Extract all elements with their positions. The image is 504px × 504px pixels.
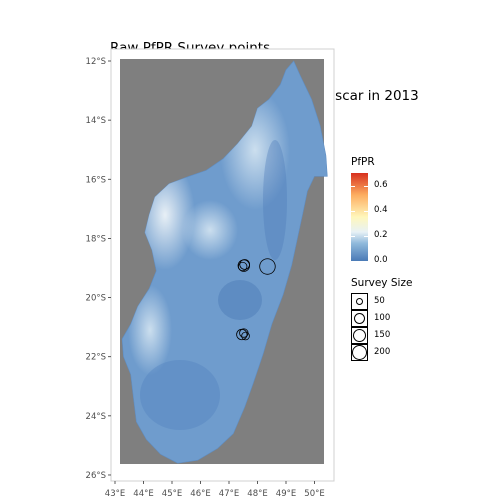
size-legend-key: [351, 344, 368, 361]
size-legend-title: Survey Size: [351, 277, 413, 289]
y-axis: 12°S 14°S 16°S 18°S 20°S 22°S 24°S 26°S: [86, 57, 111, 481]
y-tick-label: 16°S: [86, 175, 106, 185]
x-tick-label: 43°E: [105, 489, 125, 499]
y-tick-label: 12°S: [86, 57, 106, 67]
y-tick-label: 26°S: [86, 471, 106, 481]
size-legend-circle: [352, 328, 367, 343]
central-dark-band: [218, 280, 262, 320]
size-legend-key: [351, 310, 368, 327]
x-tick-label: 49°E: [276, 489, 296, 499]
color-tick-mark: [364, 210, 368, 212]
x-tick-label: 47°E: [219, 489, 239, 499]
x-tick-label: 45°E: [162, 489, 182, 499]
survey-points: [236, 258, 276, 341]
survey-point: [241, 331, 250, 341]
south-dark-area: [140, 360, 220, 430]
color-tick-label: 0.2: [374, 229, 388, 240]
color-tick-label: 0.0: [374, 255, 388, 265]
legend: PfPR 0.0 0.2 0.4 0.6 Survey Size 50 100 150 20…: [351, 156, 491, 361]
color-tick-mark: [351, 261, 355, 262]
size-legend-circle: [351, 344, 368, 361]
size-legend-circle: [354, 313, 365, 324]
size-legend-row: 150: [351, 327, 491, 344]
color-tick-mark: [351, 235, 355, 237]
x-tick-label: 46°E: [190, 489, 210, 499]
color-tick-mark: [364, 185, 368, 187]
x-tick-label: 50°E: [304, 489, 324, 499]
size-legend-label: 200: [374, 347, 391, 357]
y-tick-label: 20°S: [86, 294, 106, 304]
color-tick-label: 0.6: [374, 179, 388, 190]
survey-point: [238, 261, 248, 272]
size-legend-key: [351, 293, 368, 310]
y-tick-label: 14°S: [86, 116, 106, 126]
color-tick-mark: [351, 210, 355, 212]
x-tick-label: 48°E: [247, 489, 267, 499]
survey-point: [236, 328, 248, 341]
color-tick-mark: [364, 261, 368, 262]
size-legend-label: 150: [374, 330, 391, 340]
southwest-light-patch: [128, 285, 172, 375]
y-tick-label: 22°S: [86, 353, 106, 363]
size-legend-circle: [355, 297, 364, 306]
x-tick-label: 44°E: [133, 489, 153, 499]
y-tick-label: 18°S: [86, 234, 106, 244]
central-light-patch: [182, 200, 238, 260]
east-coast-band: [263, 140, 287, 260]
color-tick-label: 0.4: [374, 204, 388, 215]
size-legend-label: 100: [374, 313, 391, 323]
size-legend-label: 50: [374, 296, 385, 306]
size-legend-row: 200: [351, 344, 491, 361]
size-legend-row: 100: [351, 310, 491, 327]
size-legend-row: 50: [351, 293, 491, 310]
color-bar-gradient: [351, 173, 368, 261]
x-axis: 43°E 44°E 45°E 46°E 47°E 48°E 49°E 50°E: [105, 481, 325, 499]
color-tick-mark: [364, 235, 368, 237]
color-legend-title: PfPR: [351, 156, 375, 168]
size-legend-key: [351, 327, 368, 344]
survey-point: [259, 258, 276, 275]
color-bar: 0.0 0.2 0.4 0.6: [351, 173, 491, 265]
survey-point: [237, 259, 250, 272]
color-tick-mark: [351, 185, 355, 187]
y-tick-label: 24°S: [86, 412, 106, 422]
